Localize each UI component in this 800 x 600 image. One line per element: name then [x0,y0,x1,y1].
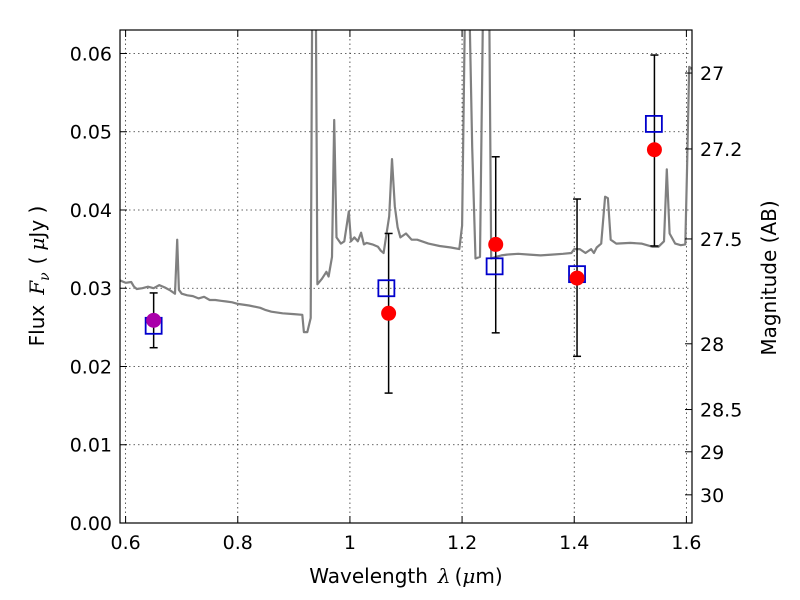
x-axis-label: Wavelength λ (μm) [309,564,502,588]
x-tick-label: 0.8 [223,532,253,554]
model-band-square-marker [644,115,663,133]
model-band-square-marker [485,257,504,276]
observed-flux-point [646,142,662,158]
observed-flux-point [488,236,504,252]
model-band-square-marker [377,279,396,298]
y2-tick-label: 30 [700,485,724,507]
observed-flux-point [569,270,585,286]
y-axis-label: FluxFν(μJy ) [25,206,53,347]
plot-area [120,30,692,523]
y-tick-label: 0.01 [70,435,112,457]
observed-flux-point [381,305,397,321]
x-tick-label: 1.4 [559,532,589,554]
y2-tick-label: 27.5 [700,229,742,251]
y-tick-label: 0.03 [70,278,112,300]
y-tick-label: 0.04 [70,200,112,222]
x-tick-label: 1.6 [671,532,701,554]
x-tick-label: 1.2 [447,532,477,554]
y2-axis-label: Magnitude (AB) [757,200,781,355]
y-tick-label: 0.02 [70,356,112,378]
plot-content [120,30,692,394]
y-tick-label: 0.06 [70,43,112,65]
y2-tick-label: 28.5 [700,400,742,422]
x-tick-label: 0.6 [110,532,140,554]
y2-tick-label: 27 [700,63,724,85]
observed-flux-point [146,312,162,328]
model-spectrum-line [120,30,692,334]
y-tick-label: 0.00 [70,513,112,535]
x-tick-label: 1 [344,532,356,554]
plot-frame [119,29,693,524]
axis-ticks: 0.6 0.8 1 1.2 1.4 1.6 0.00 0.01 0.02 0.03 0.04 0.05… [70,30,742,554]
y2-tick-label: 28 [700,334,724,356]
y-tick-label: 0.05 [70,122,112,144]
y2-tick-label: 29 [700,442,724,464]
y2-tick-label: 27.2 [700,139,742,161]
